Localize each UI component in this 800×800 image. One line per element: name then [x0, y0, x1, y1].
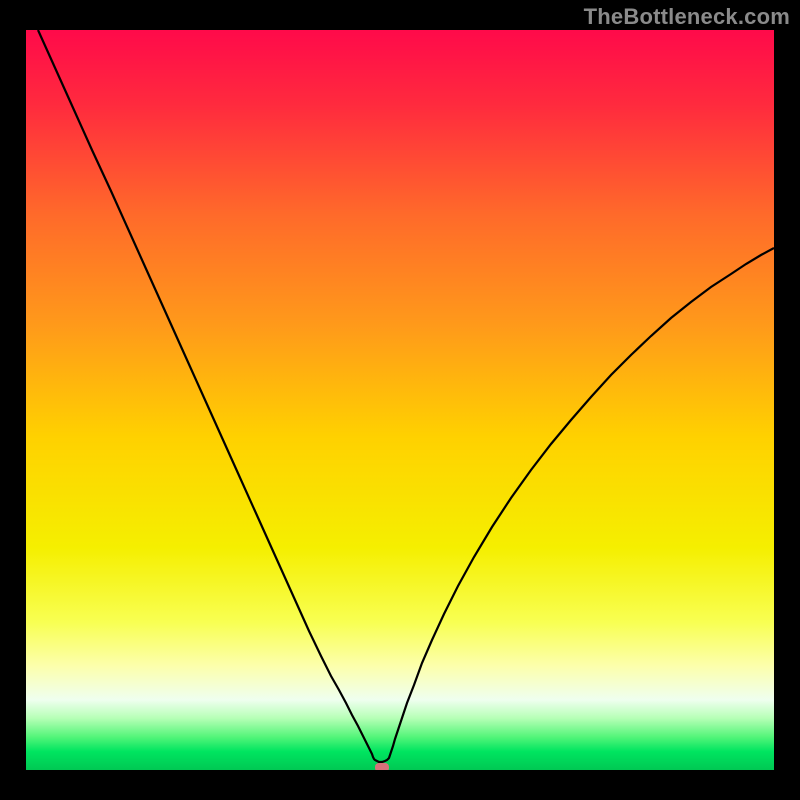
chart-background: [26, 30, 774, 770]
optimal-point-marker: [375, 763, 389, 770]
watermark-text: TheBottleneck.com: [584, 4, 790, 30]
bottleneck-chart: [26, 30, 774, 770]
chart-frame: TheBottleneck.com: [0, 0, 800, 800]
